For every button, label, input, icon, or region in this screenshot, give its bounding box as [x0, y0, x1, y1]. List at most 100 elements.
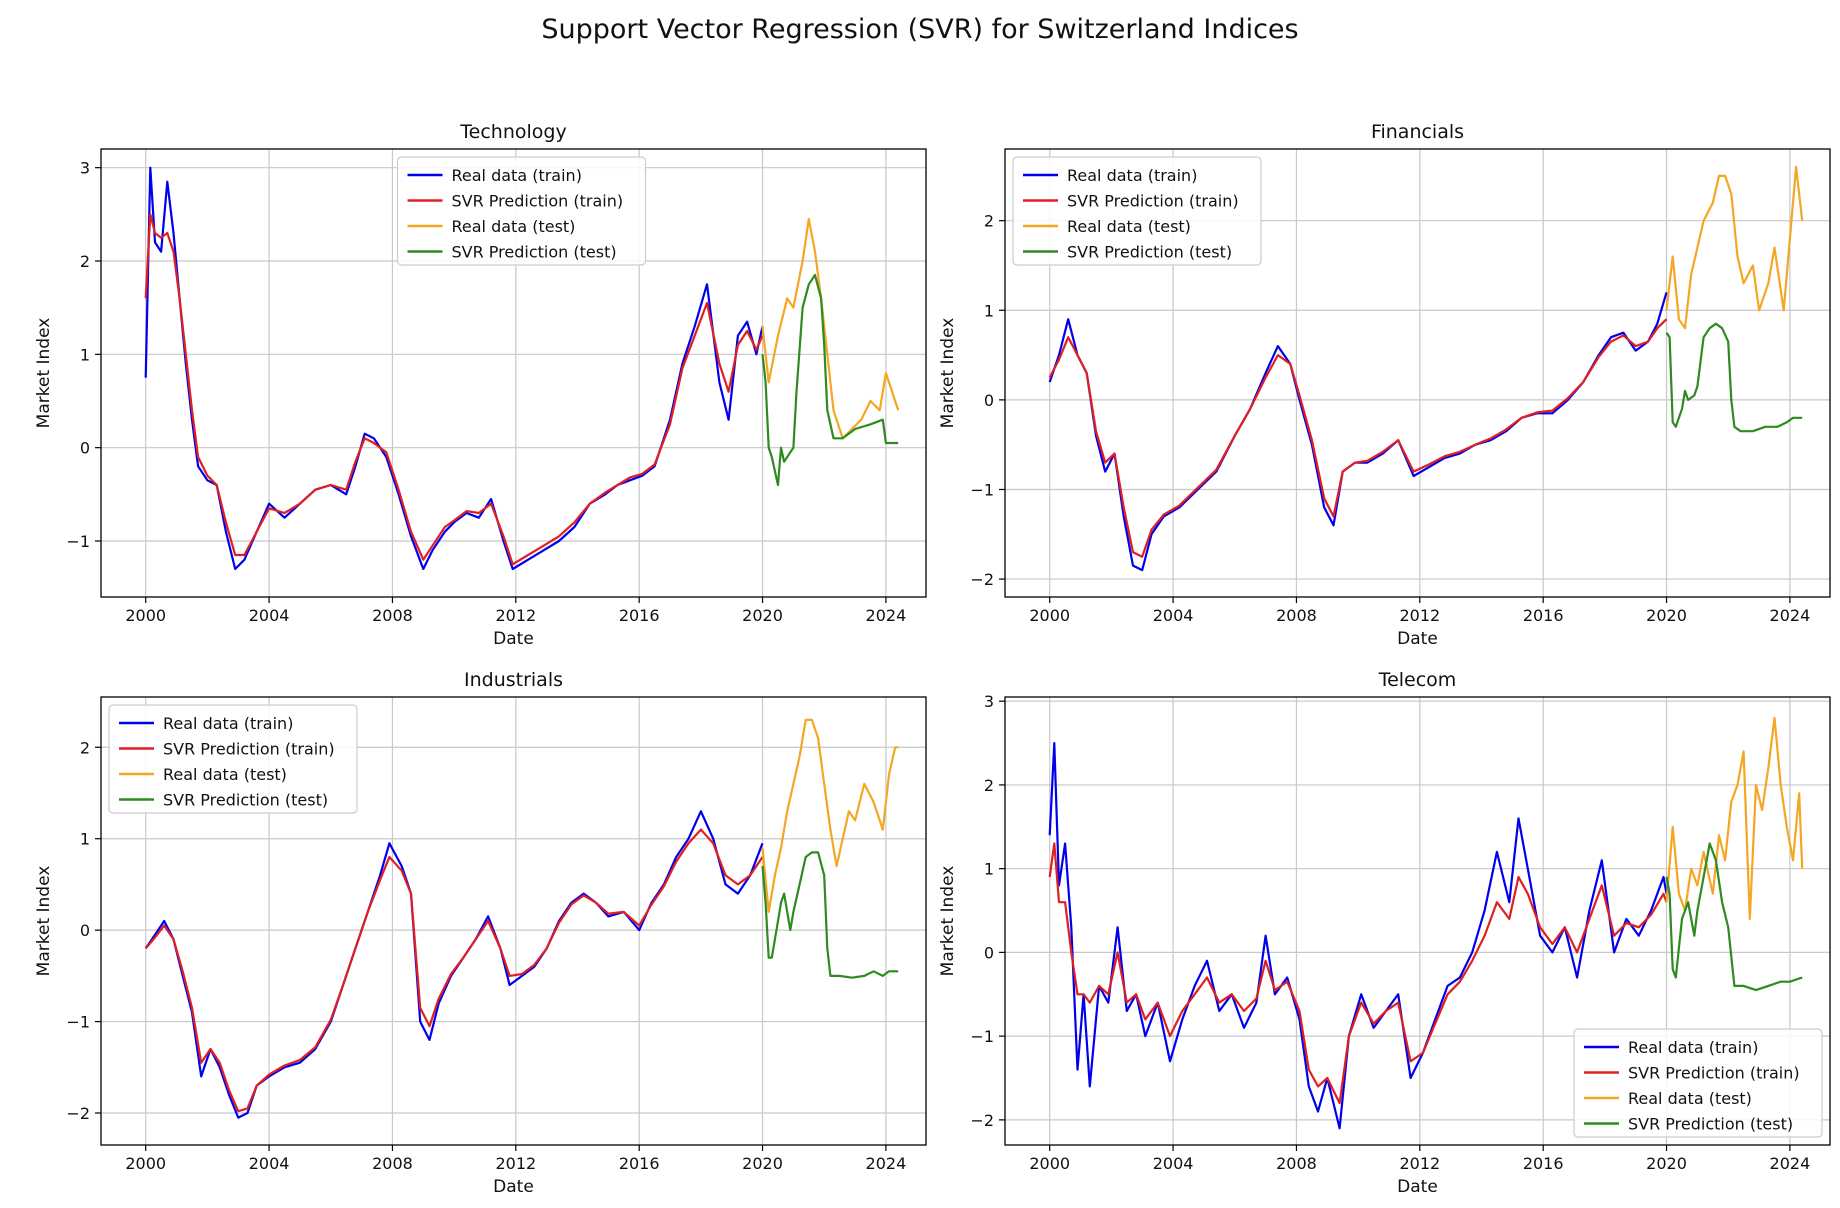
legend-box [108, 704, 358, 814]
y-tick-label: −1 [66, 532, 90, 551]
x-tick-label: 2008 [1276, 606, 1317, 625]
y-tick-label: 0 [80, 439, 90, 458]
legend: Real data (train) SVR Prediction (train) R… [1573, 1028, 1823, 1138]
x-tick-label: 2000 [125, 606, 166, 625]
x-tick-label: 2020 [1646, 606, 1687, 625]
legend-label: SVR Prediction (train) [1628, 1064, 1800, 1083]
x-tick-label: 2008 [372, 606, 413, 625]
series-line-3 [761, 217, 900, 440]
y-tick-label: 1 [80, 345, 90, 364]
series-line-2 [1048, 318, 1668, 558]
y-tick-label: −1 [66, 1013, 90, 1032]
x-tick-label: 2024 [1770, 1154, 1811, 1173]
series-line-1 [144, 810, 764, 1119]
legend-label: Real data (train) [1628, 1038, 1758, 1057]
series-line-3 [761, 718, 899, 913]
y-tick-label: 2 [80, 738, 90, 757]
y-tick-label: 1 [984, 860, 994, 879]
y-tick-label: 3 [80, 159, 90, 178]
subplot-industrials: 2000 2004 2008 2012 2016 2020 2024 −2 −1 0 1 2 Indus… [34, 669, 927, 1197]
figure-title: Support Vector Regression (SVR) for Swit… [541, 14, 1299, 45]
y-tick-label: −1 [970, 1027, 994, 1046]
legend-box [396, 156, 647, 266]
x-tick-label: 2020 [742, 1154, 783, 1173]
y-axis-label: Market Index [938, 318, 958, 429]
legend: Real data (train) SVR Prediction (train) R… [1012, 156, 1262, 266]
legend-label: Real data (train) [452, 166, 582, 185]
legend-label: SVR Prediction (test) [163, 791, 328, 810]
y-tick-label: −2 [66, 1104, 90, 1123]
legend: Real data (train) SVR Prediction (train) R… [108, 704, 358, 814]
subplot-title: Technology [459, 121, 566, 143]
legend-label: Real data (train) [163, 714, 293, 733]
series-line-4 [761, 851, 899, 979]
series-line-3 [1665, 165, 1804, 330]
legend-box [1012, 156, 1262, 266]
legend-label: SVR Prediction (test) [452, 243, 617, 262]
x-tick-label: 2020 [742, 606, 783, 625]
x-tick-label: 2000 [1029, 606, 1070, 625]
series-line-2 [144, 828, 764, 1113]
subplot-technology: 2000 2004 2008 2012 2016 2020 2024 −1 0 1 2 3 Techno… [34, 121, 927, 649]
y-tick-label: −2 [970, 1111, 994, 1130]
x-tick-label: 2004 [249, 606, 290, 625]
legend-label: SVR Prediction (train) [452, 192, 624, 211]
axes-frame [1004, 696, 1831, 1146]
x-tick-label: 2000 [125, 1154, 166, 1173]
legend-label: Real data (test) [1067, 217, 1191, 236]
series-line-4 [1665, 322, 1803, 433]
series-line-3 [1665, 716, 1804, 920]
y-tick-label: 0 [984, 391, 994, 410]
x-tick-label: 2004 [1153, 1154, 1194, 1173]
legend-box [1573, 1028, 1823, 1138]
x-tick-label: 2024 [866, 1154, 907, 1173]
x-tick-label: 2016 [619, 1154, 660, 1173]
x-tick-label: 2012 [1399, 606, 1440, 625]
x-axis-label: Date [493, 629, 534, 649]
subplot-title: Financials [1371, 121, 1464, 143]
y-axis-label: Market Index [938, 866, 958, 977]
x-axis-label: Date [1397, 1177, 1438, 1197]
y-tick-label: −2 [970, 570, 994, 589]
x-tick-label: 2020 [1646, 1154, 1687, 1173]
series-line-2 [1048, 842, 1668, 1105]
series-line-4 [761, 273, 899, 487]
subplot-financials: 2000 2004 2008 2012 2016 2020 2024 −2 −1 0 1 2 Finan… [938, 121, 1831, 649]
legend-label: Real data (test) [1628, 1089, 1752, 1108]
y-tick-label: 1 [80, 830, 90, 849]
x-tick-label: 2012 [495, 606, 536, 625]
y-tick-label: −1 [970, 480, 994, 499]
x-tick-label: 2024 [1770, 606, 1811, 625]
y-tick-label: 0 [984, 943, 994, 962]
subplot-title: Telecom [1378, 669, 1457, 691]
legend: Real data (train) SVR Prediction (train) R… [396, 156, 647, 266]
x-tick-label: 2004 [249, 1154, 290, 1173]
x-tick-label: 2024 [866, 606, 907, 625]
subplot-telecom: 2000 2004 2008 2012 2016 2020 2024 −2 −1 0 1 2 3 Tele… [938, 669, 1831, 1197]
axes-frame [1004, 148, 1831, 598]
series-line-4 [1665, 842, 1803, 992]
x-tick-label: 2008 [1276, 1154, 1317, 1173]
x-tick-label: 2016 [1523, 1154, 1564, 1173]
axes-frame [100, 696, 927, 1146]
x-tick-label: 2012 [1399, 1154, 1440, 1173]
legend-label: SVR Prediction (train) [163, 740, 335, 759]
y-tick-label: 3 [984, 692, 994, 711]
x-tick-label: 2012 [495, 1154, 536, 1173]
x-axis-label: Date [1397, 629, 1438, 649]
x-tick-label: 2004 [1153, 606, 1194, 625]
y-axis-label: Market Index [34, 318, 54, 429]
x-tick-label: 2016 [1523, 606, 1564, 625]
series-line-2 [144, 213, 764, 566]
subplot-title: Industrials [464, 669, 563, 691]
y-axis-label: Market Index [34, 866, 54, 977]
x-tick-label: 2016 [619, 606, 660, 625]
x-axis-label: Date [493, 1177, 534, 1197]
y-tick-label: 2 [984, 212, 994, 231]
series-line-1 [1048, 292, 1668, 572]
y-tick-label: 2 [80, 252, 90, 271]
y-tick-label: 1 [984, 301, 994, 320]
legend-label: SVR Prediction (train) [1067, 192, 1239, 211]
y-tick-label: 0 [80, 921, 90, 940]
